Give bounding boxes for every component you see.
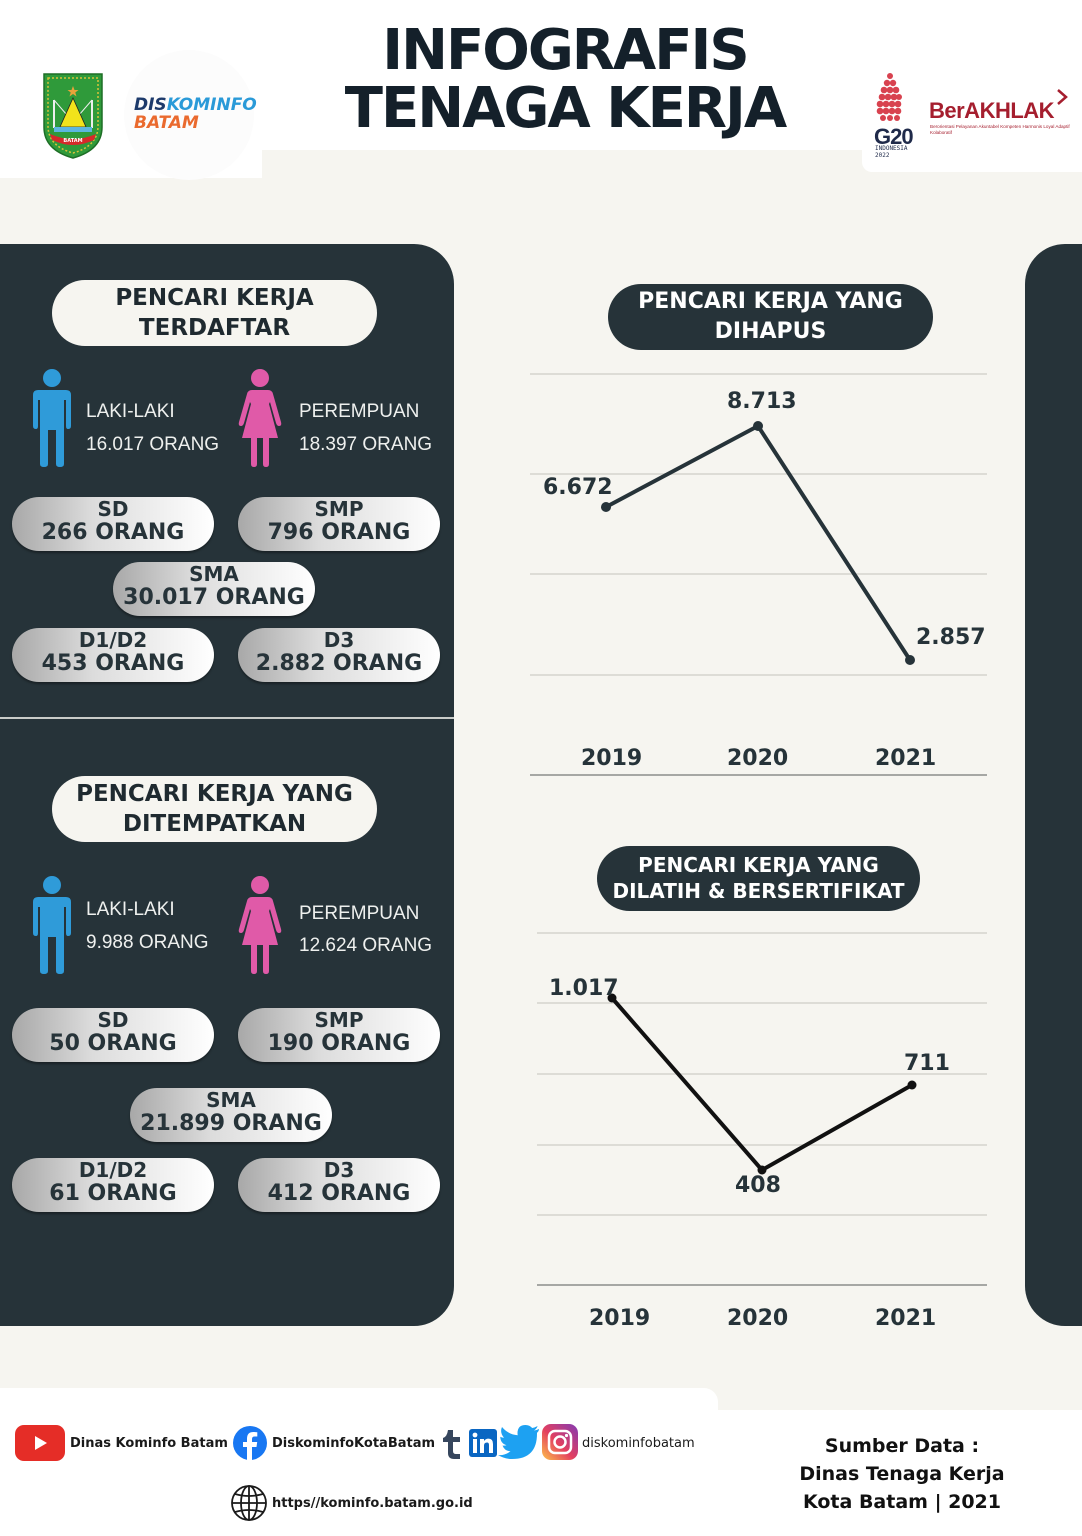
- male-icon: [33, 876, 71, 974]
- registered-edu-d1d2: D1/D2 453 ORANG: [12, 628, 214, 682]
- registered-edu-sd: SD 266 ORANG: [12, 497, 214, 551]
- placed-female-label: PEREMPUAN: [299, 903, 420, 924]
- globe-icon: [231, 1485, 267, 1521]
- registered-edu-smp: SMP 796 ORANG: [238, 497, 440, 551]
- registered-male-count: 16.017 ORANG: [86, 434, 220, 455]
- diskominfo-logo-batam: BATAM: [134, 113, 199, 133]
- berakhlak-chevron-icon: [1057, 89, 1068, 105]
- batam-crest-logo: BATAM: [43, 73, 103, 159]
- female-icon: [238, 369, 282, 467]
- chart-removed-title: PENCARI KERJA YANG DIHAPUS: [608, 284, 933, 350]
- diskominfo-logo-bg: [124, 50, 254, 180]
- twitter-icon[interactable]: [498, 1425, 540, 1461]
- placed-male-count: 9.988 ORANG: [86, 932, 209, 953]
- website-link[interactable]: https//kominfo.batam.go.id: [272, 1496, 473, 1511]
- footer-source-area: [700, 1410, 1082, 1536]
- chart-trained-value-2020: 408: [735, 1173, 781, 1198]
- right-decor-panel: [1025, 244, 1082, 1326]
- page-title-line1: INFOGRAFIS: [382, 18, 749, 83]
- chart-trained-title: PENCARI KERJA YANG DILATIH & BERSERTIFIK…: [597, 846, 920, 911]
- chart-trained-x-axis: [537, 1284, 987, 1286]
- chart-trained-point-2021: [907, 1080, 917, 1090]
- berakhlak-tagline: Berorientasi Pelayanan Akuntabel Kompete…: [930, 124, 1070, 135]
- chart-removed-gridline: [530, 573, 987, 575]
- page-title: INFOGRAFIS TENAGA KERJA: [330, 22, 800, 138]
- chart-removed-point-2019: [601, 502, 611, 512]
- chart-trained-point-2019: [607, 993, 617, 1003]
- instagram-handle-link[interactable]: diskominfobatam: [582, 1436, 695, 1451]
- g20-indonesia-label: INDONESIA 2022: [875, 145, 908, 159]
- chart-removed-year-2020: 2020: [727, 746, 789, 771]
- placed-female-count: 12.624 ORANG: [299, 935, 433, 956]
- tumblr-icon[interactable]: [440, 1428, 464, 1460]
- placed-edu-d1d2: D1/D2 61 ORANG: [12, 1158, 214, 1212]
- chart-removed-x-axis: [530, 774, 987, 776]
- registered-female-count: 18.397 ORANG: [299, 434, 433, 455]
- chart-removed-value-2019: 6.672: [543, 475, 613, 500]
- chart-trained-value-2021: 711: [904, 1051, 950, 1076]
- berakhlak-logo: BerAKHLAK: [929, 98, 1055, 123]
- chart-removed-gridline: [530, 373, 987, 375]
- placed-edu-sd: SD 50 ORANG: [12, 1008, 214, 1062]
- header-tab-right: [862, 150, 1082, 172]
- youtube-channel-link[interactable]: Dinas Kominfo Batam: [70, 1436, 228, 1451]
- placed-male-label: LAKI-LAKI: [86, 899, 175, 920]
- female-icon: [238, 876, 282, 974]
- registered-title: PENCARI KERJA TERDAFTAR: [52, 280, 377, 346]
- diskominfo-logo: DISKOMINFO BATAM: [134, 96, 257, 132]
- chart-removed-value-2021: 2.857: [916, 625, 986, 650]
- placed-edu-sma: SMA 21.899 ORANG: [130, 1088, 332, 1142]
- chart-trained-year-2021: 2021: [875, 1306, 937, 1331]
- chart-removed-value-2020: 8.713: [727, 389, 797, 414]
- placed-title: PENCARI KERJA YANG DITEMPATKAN: [52, 776, 377, 842]
- g20-label: G20: [874, 124, 914, 149]
- g20-ornament-icon: [876, 73, 902, 121]
- chart-trained-gridline: [537, 1214, 987, 1216]
- placed-edu-d3: D3 412 ORANG: [238, 1158, 440, 1212]
- facebook-icon[interactable]: [232, 1425, 268, 1461]
- male-icon: [33, 369, 71, 467]
- youtube-icon[interactable]: [15, 1425, 65, 1461]
- chart-trained-gridline: [537, 932, 987, 934]
- footer-social-area: [0, 1388, 718, 1536]
- registered-male-label: LAKI-LAKI: [86, 401, 175, 422]
- svg-text:BATAM: BATAM: [63, 138, 82, 144]
- chart-trained-point-2020: [757, 1165, 767, 1175]
- registered-edu-sma: SMA 30.017 ORANG: [113, 562, 315, 616]
- chart-trained-year-2019: 2019: [589, 1306, 651, 1331]
- chart-trained-value-2019: 1.017: [549, 976, 619, 1001]
- diskominfo-logo-dis: DIS: [134, 95, 167, 115]
- chart-trained-gridline: [537, 1002, 987, 1004]
- chart-removed-year-2019: 2019: [581, 746, 643, 771]
- chart-removed-gridline: [530, 473, 987, 475]
- instagram-icon[interactable]: [542, 1424, 578, 1460]
- chart-removed-point-2021: [905, 655, 915, 665]
- panel-divider: [0, 717, 454, 719]
- registered-edu-d3: D3 2.882 ORANG: [238, 628, 440, 682]
- chart-removed-year-2021: 2021: [875, 746, 937, 771]
- chart-trained-gridline: [537, 1144, 987, 1146]
- facebook-page-link[interactable]: DiskominfoKotaBatam: [272, 1436, 436, 1451]
- diskominfo-logo-kominfo: KOMINFO: [166, 95, 257, 115]
- placed-edu-smp: SMP 190 ORANG: [238, 1008, 440, 1062]
- page-title-line2: TENAGA KERJA: [344, 76, 787, 141]
- data-source-note: Sumber Data : Dinas Tenaga Kerja Kota Ba…: [799, 1435, 1005, 1513]
- chart-trained-year-2020: 2020: [727, 1306, 789, 1331]
- chart-removed-gridline: [530, 674, 987, 676]
- chart-trained-gridline: [537, 1073, 987, 1075]
- chart-removed-point-2020: [753, 421, 763, 431]
- linkedin-icon[interactable]: [469, 1429, 497, 1457]
- registered-female-label: PEREMPUAN: [299, 401, 420, 422]
